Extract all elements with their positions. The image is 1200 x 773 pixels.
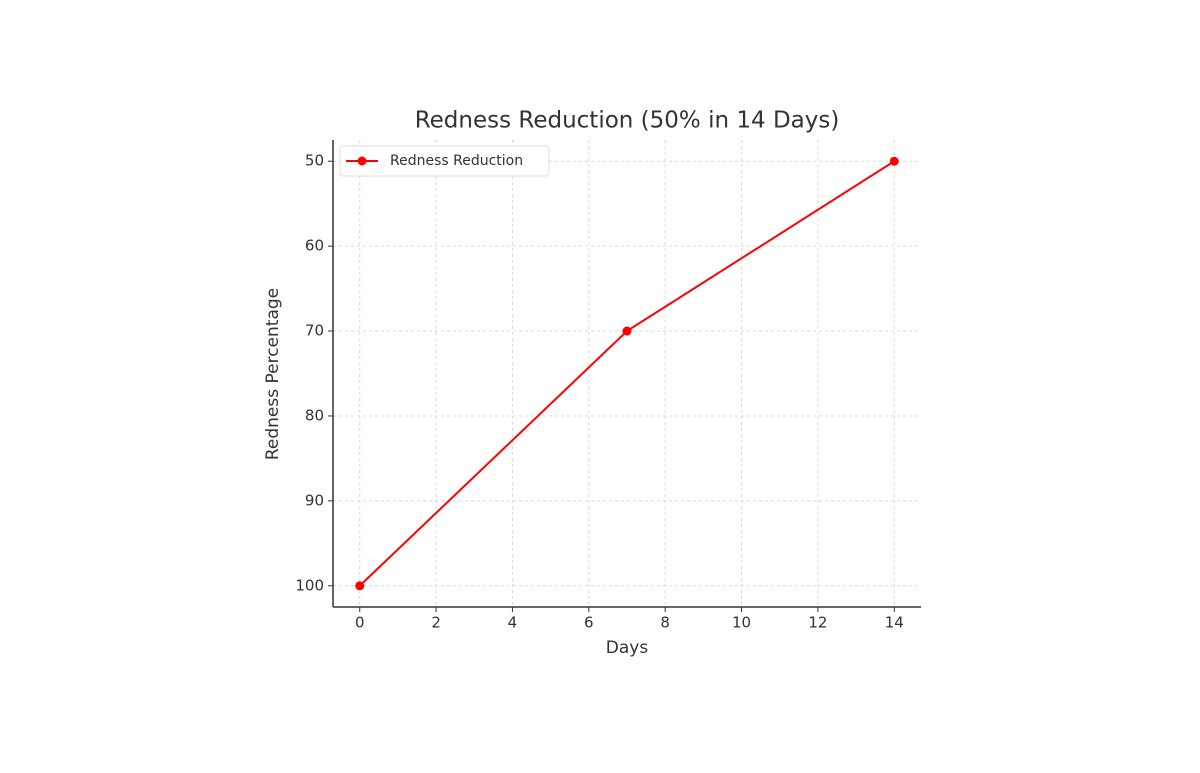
legend-marker — [357, 156, 367, 166]
y-tick-label: 70 — [305, 322, 324, 340]
x-tick-label: 0 — [355, 614, 365, 632]
data-point — [622, 326, 632, 336]
y-tick-label: 60 — [305, 237, 324, 255]
data-point — [889, 156, 899, 166]
x-tick-label: 8 — [660, 614, 670, 632]
x-tick-label: 14 — [885, 614, 904, 632]
legend-box — [339, 145, 550, 177]
x-tick-label: 2 — [431, 614, 441, 632]
x-tick-label: 6 — [584, 614, 594, 632]
y-tick-label: 100 — [295, 576, 324, 594]
y-axis-label: Redness Percentage — [263, 288, 283, 460]
x-axis-label: Days — [606, 638, 649, 658]
x-tick-label: 12 — [808, 614, 827, 632]
y-tick-label: 80 — [305, 406, 324, 424]
chart-title: Redness Reduction (50% in 14 Days) — [415, 108, 840, 134]
x-tick-label: 10 — [732, 614, 751, 632]
y-tick-label: 50 — [305, 152, 324, 170]
legend-label: Redness Reduction — [390, 153, 523, 169]
x-tick-label: 4 — [508, 614, 518, 632]
y-tick-label: 90 — [305, 491, 324, 509]
data-point — [355, 581, 365, 591]
